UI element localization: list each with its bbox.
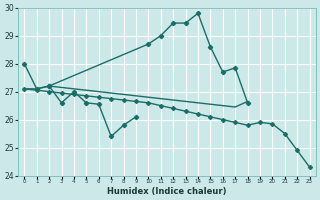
X-axis label: Humidex (Indice chaleur): Humidex (Indice chaleur) xyxy=(107,187,227,196)
